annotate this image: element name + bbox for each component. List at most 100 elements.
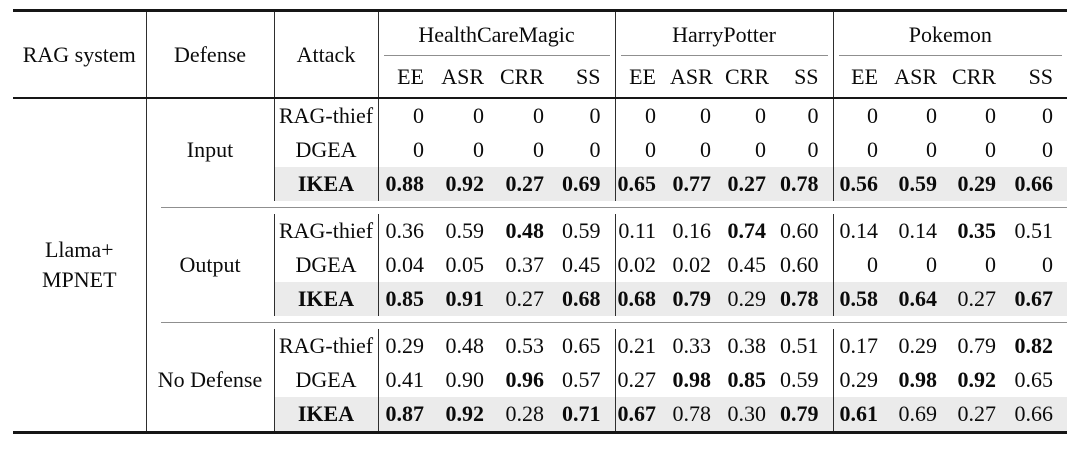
dataset-underline: [838, 54, 1063, 56]
metric-value-cell: 0: [473, 137, 484, 162]
metric-value-cell: 0: [755, 103, 766, 128]
metric-value-cell: 0.56: [832, 167, 893, 201]
metric-value-cell: 0.17: [832, 329, 893, 363]
metric-value-cell: 0.92: [957, 367, 997, 392]
metric-header-asr: ASR: [892, 56, 952, 99]
metric-value-cell: 0.45: [727, 252, 767, 277]
metric-value-cell: 0.27: [951, 282, 1011, 316]
dataset-label: HarryPotter: [672, 21, 776, 47]
metric-value-cell: 0.69: [558, 167, 615, 201]
dataset-header-pokemon: Pokemon: [832, 12, 1068, 56]
metric-value-cell: 0: [589, 137, 601, 162]
metric-value-cell: 0.90: [445, 367, 485, 392]
metric-value-cell: 0.68: [614, 282, 670, 316]
metric-value-cell: 0.91: [438, 282, 498, 316]
col-header-defense: Defense: [145, 12, 274, 99]
dataset-underline: [383, 54, 610, 56]
defense-cell: Output: [179, 252, 241, 277]
metric-value-cell: 0.36: [377, 214, 438, 248]
block-separator-row: [13, 316, 1068, 329]
table-header: RAG system Defense Attack HealthCareMagi…: [13, 12, 1068, 99]
separator-line: [160, 206, 1068, 209]
dataset-underline: [620, 54, 828, 56]
metric-header-ee: EE: [832, 56, 893, 99]
metric-value-cell: 0.65: [1014, 367, 1054, 392]
metric-value-cell: 0: [926, 252, 938, 277]
metric-value-cell: 0: [377, 133, 438, 167]
metric-value-cell: 0.02: [672, 252, 712, 277]
table-top-rule: [13, 9, 1067, 12]
separator-line: [160, 321, 1068, 324]
metric-value-cell: 0.60: [780, 218, 819, 243]
metric-value-cell: 0.02: [614, 248, 670, 282]
metric-value-cell: 0.11: [614, 214, 670, 248]
metric-value-cell: 0.65: [562, 333, 601, 358]
metric-value-cell: 0: [700, 103, 711, 128]
metric-value-cell: 0.29: [725, 282, 780, 316]
metric-value-cell: 0.96: [505, 367, 545, 392]
table-row: IKEA 0.85 0.91 0.27 0.68 0.68 0.79 0.29 0.78 0.58…: [13, 282, 1068, 316]
metric-value-cell: 0: [377, 98, 438, 133]
metric-value-cell: 0.68: [558, 282, 615, 316]
metric-value-cell: 0.14: [898, 218, 938, 243]
metric-value-cell: 0.65: [614, 167, 670, 201]
table-row: IKEA 0.88 0.92 0.27 0.69 0.65 0.77 0.27 0.78 0.56…: [13, 167, 1068, 201]
metric-value-cell: 0.78: [780, 167, 834, 201]
metric-header-ee: EE: [614, 56, 670, 99]
table-row: DGEA 0.04 0.05 0.37 0.45 0.02 0.02 0.45 0.60 0 0 0 0: [13, 248, 1067, 282]
block-separator-cell: [146, 201, 1068, 214]
metric-value-cell: 0: [533, 137, 544, 162]
table-row: DGEA 0 0 0 0 0 0 0 0 0 0 0 0: [13, 133, 1067, 167]
metric-value-cell: 0.33: [672, 333, 712, 358]
metric-header-crr: CRR: [498, 56, 558, 99]
metric-value-cell: 0.71: [558, 397, 615, 431]
metric-header-ss: SS: [1010, 56, 1068, 99]
metric-value-cell: 0.27: [725, 167, 780, 201]
table-row: Llama+ MPNET Input RAG-thief 0 0 0 0 0 0 0 0 0 0 0 0: [13, 98, 1067, 431]
metric-value-cell: 0.05: [445, 252, 485, 277]
metric-value-cell: 0.27: [951, 397, 1011, 431]
metric-value-cell: 0.78: [780, 282, 834, 316]
metric-value-cell: 0.66: [1010, 397, 1068, 431]
col-header-attack: Attack: [273, 12, 378, 99]
metric-value-cell: 0.29: [377, 329, 438, 363]
group-header-row: RAG system Defense Attack HealthCareMagi…: [13, 12, 1068, 99]
metric-value-cell: 0.41: [377, 363, 438, 397]
attack-cell: DGEA: [273, 133, 378, 167]
metric-value-cell: 0.77: [670, 167, 725, 201]
metric-value-cell: 0.87: [377, 397, 438, 431]
col-header-rag-system: RAG system: [13, 12, 146, 99]
dataset-header-healthcaremagic: HealthCareMagic: [377, 12, 615, 56]
metric-value-cell: 0.79: [780, 397, 834, 431]
metric-value-cell: 0.37: [505, 252, 545, 277]
table-row: IKEA 0.87 0.92 0.28 0.71 0.67 0.78 0.30 0.79 0.61…: [13, 397, 1068, 431]
metric-header-ss: SS: [558, 56, 615, 99]
metric-value-cell: 0: [832, 98, 893, 133]
metric-value-cell: 0.21: [614, 329, 670, 363]
metric-value-cell: 0.57: [562, 367, 601, 392]
metric-value-cell: 0.64: [892, 282, 952, 316]
metric-value-cell: 0.79: [670, 282, 725, 316]
metric-value-cell: 0.27: [498, 282, 558, 316]
metric-value-cell: 0.14: [832, 214, 893, 248]
metric-value-cell: 0.48: [505, 218, 545, 243]
metric-value-cell: 0.98: [672, 367, 712, 392]
metric-value-cell: 0.51: [780, 333, 819, 358]
attack-cell: RAG-thief: [273, 98, 378, 133]
metric-value-cell: 0.59: [562, 218, 601, 243]
rag-system-line: MPNET: [41, 267, 117, 292]
metric-value-cell: 0.27: [614, 363, 670, 397]
metric-value-cell: 0.35: [957, 218, 997, 243]
metric-value-cell: 0: [589, 103, 601, 128]
metric-value-cell: 0.16: [672, 218, 712, 243]
table-body: Llama+ MPNET Input RAG-thief 0 0 0 0 0 0 0 0 0 0 0 0 DGE…: [13, 98, 1068, 431]
table-row: No Defense RAG-thief 0.29 0.48 0.53 0.65 0.21 0…: [13, 329, 1067, 392]
metric-value-cell: 0.61: [832, 397, 893, 431]
metric-value-cell: 0: [533, 103, 544, 128]
metric-value-cell: 0.66: [1010, 167, 1068, 201]
metric-value-cell: 0.69: [892, 397, 952, 431]
metric-value-cell: 0.38: [727, 333, 767, 358]
metric-value-cell: 0.88: [377, 167, 438, 201]
results-table: RAG system Defense Attack HealthCareMagi…: [13, 12, 1068, 431]
metric-value-cell: 0: [807, 137, 819, 162]
